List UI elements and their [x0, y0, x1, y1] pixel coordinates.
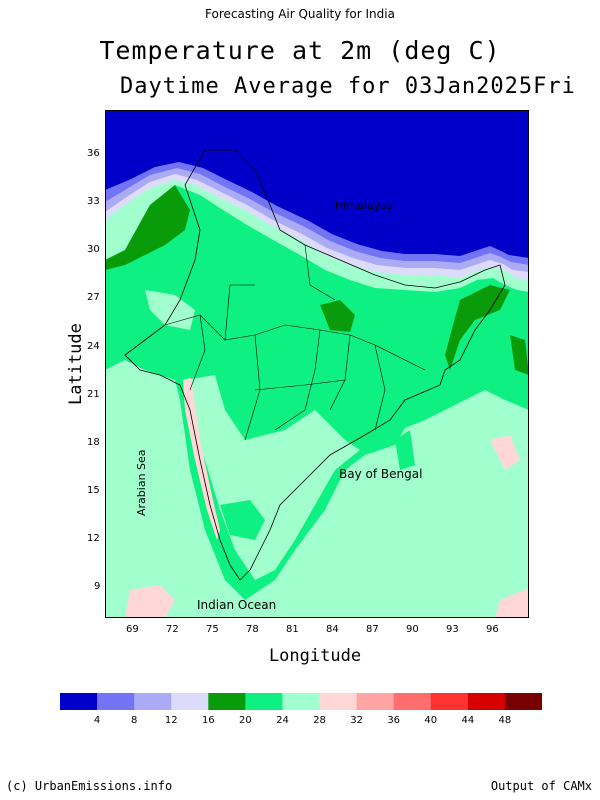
y-tick: 18	[87, 437, 100, 448]
legend-label: 8	[131, 715, 137, 726]
legend-swatch	[97, 693, 135, 710]
temperature-map: Himalayas Bay of Bengal Indian Ocean Ara…	[105, 110, 529, 618]
state-boundaries	[164, 244, 426, 441]
legend-label: 44	[461, 715, 474, 726]
y-tick: 27	[87, 292, 100, 303]
legend-label: 36	[387, 715, 400, 726]
y-tick: 36	[87, 148, 100, 159]
legend-swatch	[171, 693, 209, 710]
cool-patch-central	[320, 300, 355, 332]
cool-patch-northeast	[445, 285, 510, 370]
legend-swatch	[393, 693, 432, 710]
x-axis-label: Longitude	[268, 646, 362, 666]
legend-label: 48	[499, 715, 512, 726]
legend-label: 20	[239, 715, 252, 726]
header-top-line: Forecasting Air Quality for India	[205, 7, 395, 21]
footer-credit: (c) UrbanEmissions.info	[6, 779, 173, 793]
color-legend: 4 8 12 16 20 24 28 32 36 40 44 48	[60, 693, 542, 726]
legend-swatch	[60, 693, 98, 710]
y-tick: 33	[87, 196, 100, 207]
legend-swatch	[134, 693, 172, 710]
label-bay-of-bengal: Bay of Bengal	[339, 467, 422, 481]
legend-swatch	[467, 693, 506, 710]
footer-source: Output of CAMx	[490, 779, 592, 793]
legend-swatch	[245, 693, 283, 710]
x-tick: 69	[126, 624, 139, 635]
legend-label: 12	[165, 715, 178, 726]
legend-swatch	[504, 693, 542, 710]
legend-swatch	[208, 693, 246, 710]
legend-label: 24	[276, 715, 289, 726]
country-boundary	[124, 149, 506, 581]
legend-label: 16	[202, 715, 215, 726]
map-frame	[105, 110, 529, 618]
x-tick: 87	[366, 624, 379, 635]
y-tick: 30	[87, 244, 100, 255]
mild-patch-deccan	[220, 500, 265, 540]
y-tick: 12	[87, 533, 100, 544]
legend-swatch	[319, 693, 358, 710]
legend-label: 32	[350, 715, 363, 726]
hot-patch-southeast	[495, 588, 529, 618]
y-tick: 21	[87, 389, 100, 400]
y-tick: 24	[87, 341, 100, 352]
x-tick: 78	[246, 624, 259, 635]
x-tick: 90	[406, 624, 419, 635]
map-title: Temperature at 2m (deg C)	[99, 36, 501, 65]
legend-swatch	[430, 693, 469, 710]
legend-swatch	[282, 693, 321, 710]
legend-label: 28	[313, 715, 326, 726]
hot-patch-south	[125, 585, 175, 618]
label-himalayas: Himalayas	[335, 199, 393, 212]
label-arabian-sea: Arabian Sea	[135, 449, 148, 516]
x-tick: 72	[166, 624, 179, 635]
x-tick: 93	[446, 624, 459, 635]
map-subtitle: Daytime Average for 03Jan2025Fri	[120, 74, 576, 99]
label-indian-ocean: Indian Ocean	[197, 598, 276, 612]
cold-band-4	[105, 110, 529, 258]
legend-swatch	[356, 693, 395, 710]
legend-label: 40	[424, 715, 437, 726]
hot-patch-bay	[490, 435, 520, 470]
x-tick: 81	[286, 624, 299, 635]
cool-patch-east	[510, 335, 529, 375]
y-tick: 9	[94, 581, 101, 592]
cool-patch-north	[105, 185, 190, 270]
x-tick: 84	[326, 624, 339, 635]
hot-strip-west-coast	[183, 378, 220, 540]
x-tick: 75	[206, 624, 219, 635]
y-axis-label: Latitude	[66, 323, 86, 405]
y-tick: 15	[87, 485, 100, 496]
legend-label: 4	[94, 715, 100, 726]
mild-patch-bay	[395, 430, 415, 470]
x-tick: 96	[486, 624, 499, 635]
